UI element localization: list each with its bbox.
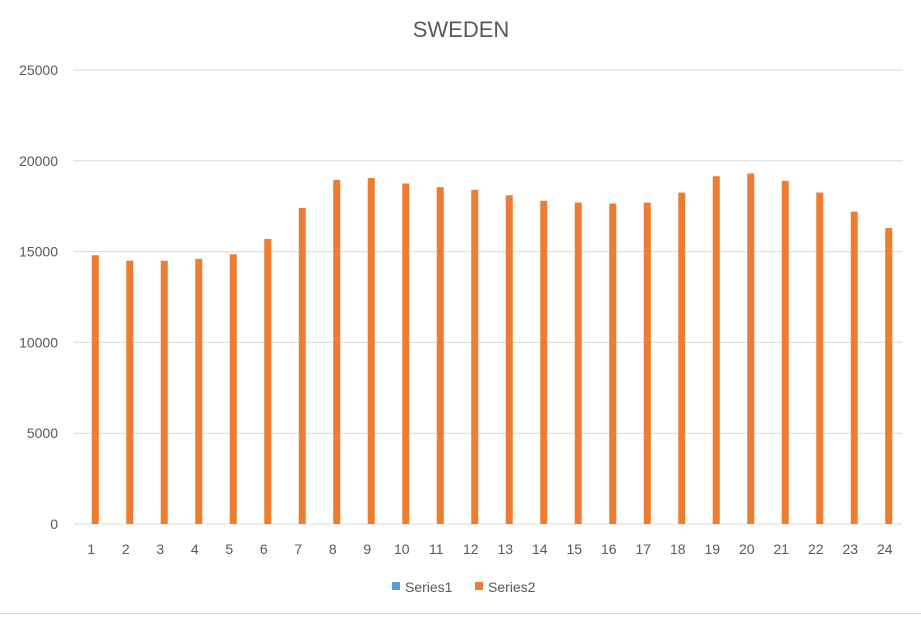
- bar-series2: [229, 254, 237, 524]
- x-tick-label: 3: [156, 541, 164, 557]
- x-tick-label: 13: [497, 541, 513, 557]
- legend-swatch: [475, 582, 483, 590]
- x-tick-label: 10: [394, 541, 410, 557]
- x-tick-label: 17: [635, 541, 651, 557]
- bar-series2: [126, 260, 134, 524]
- y-tick-label: 5000: [27, 425, 58, 441]
- y-tick-label: 10000: [19, 334, 58, 350]
- legend-label: Series1: [405, 579, 453, 595]
- y-tick-label: 25000: [19, 62, 58, 78]
- gridlines: [74, 69, 902, 525]
- x-tick-label: 12: [463, 541, 479, 557]
- y-axis-ticks: 0 5000 10000 15000 20000 25000: [19, 62, 58, 532]
- y-tick-label: 15000: [19, 244, 58, 260]
- x-tick-label: 19: [704, 541, 720, 557]
- bottom-divider: [0, 613, 921, 614]
- x-axis-ticks: 1 2 3 4 5 6 7 8 9 10 11 12 13 14 15 16 17 18 19 20 21 22 23 24: [87, 541, 892, 557]
- x-tick-label: 23: [842, 541, 858, 557]
- bar-series2: [505, 195, 513, 524]
- bar-series2: [91, 255, 99, 524]
- y-tick-label: 0: [50, 516, 58, 532]
- x-tick-label: 6: [260, 541, 268, 557]
- x-tick-label: 11: [429, 541, 444, 557]
- bar-series2: [540, 200, 548, 524]
- legend-label: Series2: [488, 579, 536, 595]
- y-tick-label: 20000: [19, 153, 58, 169]
- bar-series2: [609, 203, 617, 524]
- legend-swatch: [392, 582, 400, 590]
- bar-series2: [781, 180, 789, 524]
- bar-series2: [333, 179, 341, 525]
- x-tick-label: 5: [225, 541, 233, 557]
- bar-series2: [264, 238, 272, 524]
- bar-series2: [850, 211, 858, 524]
- x-tick-label: 24: [877, 541, 893, 557]
- bar-series2: [678, 192, 686, 524]
- x-tick-label: 7: [294, 541, 302, 557]
- x-tick-label: 8: [329, 541, 337, 557]
- bar-series2: [298, 208, 306, 525]
- x-tick-label: 1: [87, 541, 95, 557]
- x-tick-label: 16: [601, 541, 617, 557]
- x-tick-label: 20: [739, 541, 755, 557]
- bar-series2: [160, 260, 168, 524]
- bar-series2: [747, 173, 755, 524]
- bar-series2: [402, 183, 410, 524]
- bar-series2: [643, 202, 651, 524]
- x-tick-label: 15: [566, 541, 582, 557]
- bar-series2: [816, 192, 824, 524]
- x-tick-label: 14: [532, 541, 548, 557]
- x-tick-label: 22: [808, 541, 824, 557]
- x-tick-label: 9: [363, 541, 371, 557]
- x-tick-label: 21: [773, 541, 789, 557]
- x-tick-label: 4: [191, 541, 199, 557]
- x-tick-label: 18: [670, 541, 686, 557]
- bar-series2: [471, 189, 479, 524]
- bars: [91, 173, 893, 525]
- bar-series2: [367, 178, 375, 524]
- x-tick-label: 2: [122, 541, 130, 557]
- bar-series2: [712, 176, 720, 524]
- bar-series2: [195, 258, 203, 524]
- bar-series2: [885, 227, 893, 524]
- legend: Series1 Series2: [392, 579, 536, 595]
- chart-title: SWEDEN: [413, 17, 510, 42]
- bar-series2: [436, 187, 444, 524]
- bar-series2: [574, 202, 582, 524]
